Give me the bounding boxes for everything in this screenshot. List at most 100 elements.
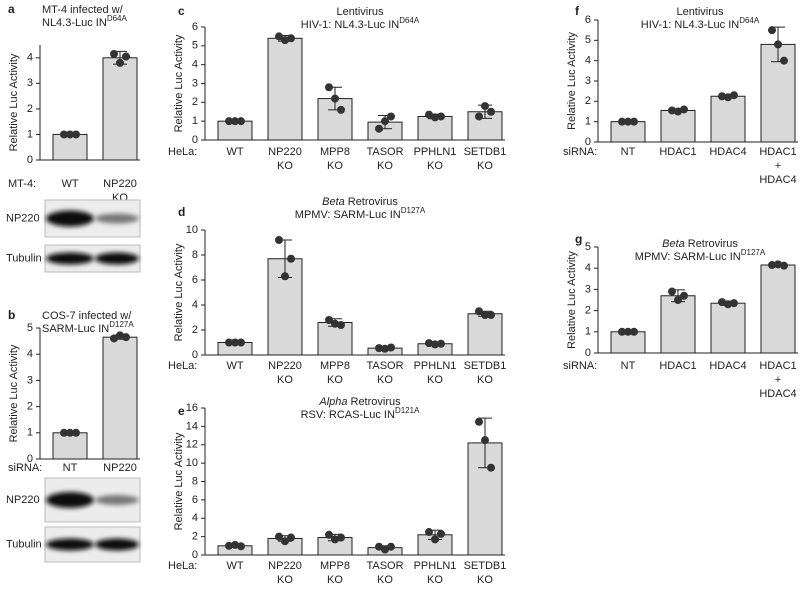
panel-label: g bbox=[575, 232, 582, 246]
data-point bbox=[325, 83, 333, 92]
x-tick-label: HDAC4 bbox=[759, 388, 796, 400]
data-point bbox=[481, 311, 489, 319]
x-tick-label: KO bbox=[327, 374, 343, 386]
bar bbox=[267, 258, 303, 356]
data-point bbox=[768, 26, 776, 35]
data-point bbox=[281, 36, 289, 45]
bar bbox=[102, 57, 138, 161]
data-point bbox=[331, 319, 339, 328]
data-point bbox=[60, 130, 68, 139]
x-tick-label: NT bbox=[621, 360, 636, 372]
y-tick-label: 4 bbox=[27, 348, 33, 360]
x-tick-label: + bbox=[775, 374, 781, 386]
data-point bbox=[72, 130, 80, 139]
data-point bbox=[66, 130, 74, 139]
title-superscript: D64A bbox=[107, 14, 128, 23]
data-point bbox=[668, 287, 676, 296]
data-point bbox=[668, 106, 676, 115]
data-point bbox=[225, 338, 233, 347]
panel-label: c bbox=[178, 4, 185, 18]
chart-title: MT-4 infected w/ bbox=[42, 4, 124, 16]
blot-label: NP220 bbox=[6, 212, 40, 224]
x-tick-label: NT bbox=[621, 146, 636, 158]
y-axis-label: Relative Luc Activity bbox=[173, 34, 185, 132]
y-axis-label: Relative Luc Activity bbox=[8, 344, 20, 442]
title-superscript: D64A bbox=[739, 16, 760, 25]
y-tick-label: 8 bbox=[192, 475, 198, 487]
blot-label: Tubulin bbox=[6, 538, 42, 550]
title-superscript: D127A bbox=[401, 206, 426, 215]
y-tick-label: 0 bbox=[192, 349, 198, 361]
row-label: siRNA: bbox=[8, 462, 42, 474]
bar bbox=[760, 264, 796, 354]
data-point bbox=[375, 344, 383, 353]
x-tick-label: HDAC1 bbox=[759, 360, 796, 372]
x-tick-label: KO bbox=[377, 160, 393, 172]
y-tick-label: 2 bbox=[585, 95, 591, 107]
y-tick-label: 3 bbox=[585, 283, 591, 295]
data-point bbox=[437, 112, 445, 121]
data-point bbox=[481, 436, 489, 445]
data-point bbox=[331, 94, 339, 103]
data-point bbox=[122, 52, 130, 61]
y-axis-label: Relative Luc Activity bbox=[566, 32, 578, 130]
bar bbox=[102, 336, 138, 460]
x-tick-label: TASOR bbox=[366, 560, 403, 572]
data-point bbox=[724, 300, 732, 309]
chart-title: Beta Retrovirus bbox=[322, 196, 398, 208]
data-point bbox=[387, 343, 395, 352]
data-point bbox=[680, 291, 688, 300]
title-line: SARM-Luc IN bbox=[42, 323, 109, 335]
data-point bbox=[225, 117, 233, 126]
y-tick-label: 0 bbox=[192, 549, 198, 561]
data-point bbox=[718, 298, 726, 307]
data-point bbox=[231, 338, 239, 347]
title-superscript: D127A bbox=[109, 320, 134, 329]
y-axis-label: Relative Luc Activity bbox=[173, 432, 185, 530]
title-line: HIV-1: NL4.3-Luc IN bbox=[301, 19, 399, 31]
y-tick-label: 5 bbox=[192, 40, 198, 52]
panel-label: d bbox=[178, 205, 185, 219]
y-tick-label: 0 bbox=[192, 134, 198, 146]
title-line: NL4.3-Luc IN bbox=[42, 17, 107, 29]
chart-title: Lentivirus bbox=[676, 6, 724, 18]
data-point bbox=[724, 93, 732, 102]
data-point bbox=[237, 542, 245, 551]
chart-title: MPMV: SARM-Luc IND127A bbox=[635, 248, 766, 263]
y-tick-label: 3 bbox=[27, 77, 33, 89]
data-point bbox=[618, 117, 626, 126]
x-tick-label: NP220 bbox=[268, 360, 302, 372]
row-label: HeLa: bbox=[168, 360, 197, 372]
y-tick-label: 4 bbox=[27, 52, 33, 64]
blot-band bbox=[95, 213, 139, 224]
data-point bbox=[425, 110, 433, 119]
x-tick-label: NP220 bbox=[268, 146, 302, 158]
data-point bbox=[281, 537, 289, 546]
x-tick-label: HDAC4 bbox=[709, 360, 746, 372]
data-point bbox=[730, 91, 738, 100]
title-line: MT-4 infected w/ bbox=[42, 4, 124, 16]
blot-band bbox=[95, 495, 139, 505]
row-label: siRNA: bbox=[563, 146, 597, 158]
title-superscript: D64A bbox=[399, 16, 420, 25]
data-point bbox=[281, 272, 289, 281]
chart-title: Alpha Retrovirus bbox=[318, 396, 401, 408]
data-point bbox=[331, 535, 339, 544]
chart-title: SARM-Luc IND127A bbox=[42, 320, 134, 335]
data-point bbox=[730, 299, 738, 308]
data-point bbox=[116, 331, 124, 340]
y-tick-label: 5 bbox=[585, 241, 591, 253]
data-point bbox=[381, 545, 389, 554]
x-tick-label: PPHLN1 bbox=[414, 560, 457, 572]
data-point bbox=[431, 535, 439, 544]
x-tick-label: HDAC4 bbox=[759, 174, 796, 186]
data-point bbox=[774, 260, 782, 269]
data-point bbox=[425, 528, 433, 537]
data-point bbox=[475, 112, 483, 121]
data-point bbox=[674, 296, 682, 304]
data-point bbox=[487, 311, 495, 319]
x-tick-label: HDAC1 bbox=[759, 146, 796, 158]
data-point bbox=[287, 34, 295, 43]
y-tick-label: 4 bbox=[585, 262, 591, 274]
x-tick-label: NP220 bbox=[103, 178, 137, 190]
